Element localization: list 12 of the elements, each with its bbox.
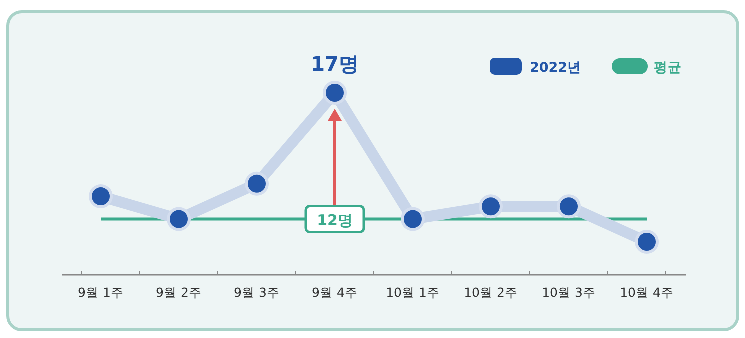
- x-tick-label: 10월 3주: [542, 285, 596, 300]
- x-tick-label: 9월 3주: [234, 285, 280, 300]
- x-tick-label: 9월 1주: [78, 285, 124, 300]
- x-tick-label: 9월 2주: [156, 285, 202, 300]
- data-label: 12명: [317, 211, 353, 230]
- x-tick-label: 10월 2주: [464, 285, 518, 300]
- x-tick-label: 10월 4주: [620, 285, 674, 300]
- x-tick-label: 10월 1주: [386, 285, 440, 300]
- legend-label: 2022년: [530, 60, 582, 76]
- data-label: 17명: [311, 52, 359, 76]
- legend-label: 평균: [654, 60, 682, 76]
- x-tick-label: 9월 4주: [312, 285, 358, 300]
